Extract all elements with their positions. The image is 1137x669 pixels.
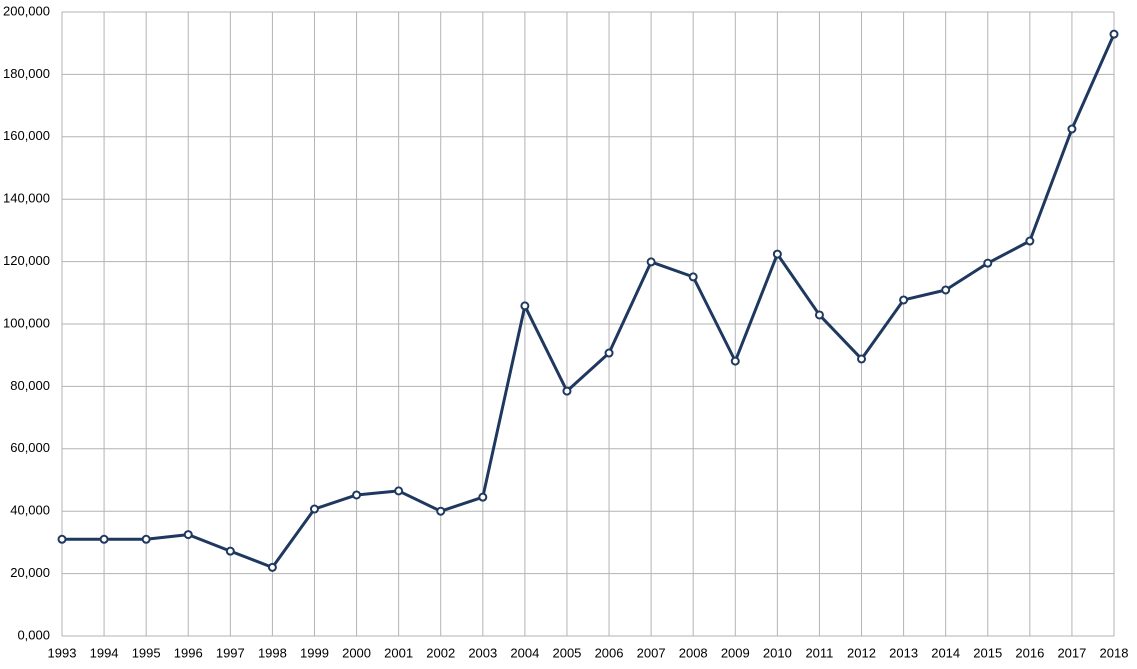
- data-point: [772, 249, 782, 259]
- data-point: [520, 301, 530, 311]
- data-point: [478, 492, 488, 502]
- data-point: [309, 504, 319, 514]
- x-tick-label: 1997: [216, 645, 245, 660]
- y-tick-label: 160,000: [3, 128, 50, 143]
- y-tick-label: 120,000: [3, 253, 50, 268]
- x-tick-label: 2015: [973, 645, 1002, 660]
- data-point: [99, 534, 109, 544]
- y-tick-label: 20,000: [10, 565, 50, 580]
- y-tick-label: 200,000: [3, 3, 50, 18]
- y-tick-label: 100,000: [3, 315, 50, 330]
- data-point: [225, 546, 235, 556]
- x-tick-label: 2004: [510, 645, 539, 660]
- x-tick-label: 2008: [679, 645, 708, 660]
- x-tick-label: 2010: [763, 645, 792, 660]
- x-tick-label: 2002: [426, 645, 455, 660]
- x-tick-label: 2011: [805, 645, 833, 660]
- y-tick-label: 80,000: [10, 378, 50, 393]
- x-tick-label: 2000: [342, 645, 371, 660]
- data-point: [814, 310, 824, 320]
- data-point: [730, 356, 740, 366]
- data-point: [141, 534, 151, 544]
- x-tick-label: 1999: [300, 645, 329, 660]
- x-tick-label: 2016: [1015, 645, 1044, 660]
- x-tick-label: 2018: [1100, 645, 1129, 660]
- x-tick-label: 1998: [258, 645, 287, 660]
- data-line: [62, 33, 1116, 569]
- data-point: [1067, 124, 1077, 134]
- x-tick-label: 2001: [384, 645, 413, 660]
- x-tick-label: 2013: [889, 645, 918, 660]
- data-point: [646, 257, 656, 267]
- x-tick-label: 2006: [595, 645, 624, 660]
- x-tick-label: 1995: [132, 645, 161, 660]
- y-tick-label: 140,000: [3, 191, 50, 206]
- x-tick-label: 2012: [847, 645, 876, 660]
- x-tick-label: 2017: [1057, 645, 1086, 660]
- data-point: [857, 354, 867, 364]
- x-tick-label: 1996: [174, 645, 203, 660]
- data-point: [394, 486, 404, 496]
- data-point: [1109, 29, 1119, 39]
- x-tick-label: 1994: [90, 645, 119, 660]
- data-point: [604, 348, 614, 358]
- data-point: [688, 272, 698, 282]
- data-point: [267, 562, 277, 572]
- data-point: [562, 386, 572, 396]
- x-tick-label: 2005: [552, 645, 581, 660]
- data-point: [899, 295, 909, 305]
- data-point: [436, 506, 446, 516]
- y-tick-label: 40,000: [10, 503, 50, 518]
- data-point: [941, 285, 951, 295]
- y-tick-label: 180,000: [3, 66, 50, 81]
- data-point: [352, 490, 362, 500]
- x-tick-label: 2007: [637, 645, 666, 660]
- data-point: [57, 534, 67, 544]
- data-point: [1025, 236, 1035, 246]
- data-point: [183, 530, 193, 540]
- y-tick-label: 60,000: [10, 440, 50, 455]
- x-tick-label: 1993: [48, 645, 77, 660]
- x-tick-label: 2009: [721, 645, 750, 660]
- data-point: [983, 258, 993, 268]
- x-tick-label: 2014: [931, 645, 960, 660]
- x-tick-label: 2003: [468, 645, 497, 660]
- y-tick-label: 0,000: [17, 627, 50, 642]
